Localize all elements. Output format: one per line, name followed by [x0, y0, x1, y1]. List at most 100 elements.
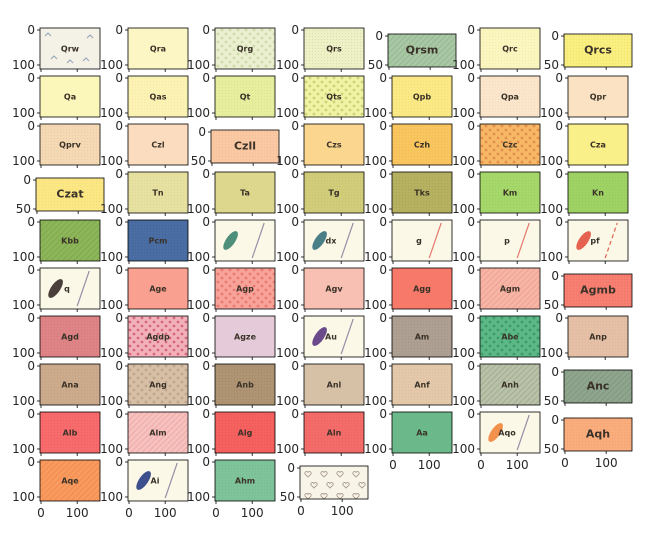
swatch-label: dx: [326, 237, 338, 246]
axes-frame: [567, 219, 629, 262]
swatch-label: Qrsm: [406, 44, 439, 57]
swatch-label: Tks: [414, 189, 430, 198]
y-tick-label: 0: [467, 71, 475, 85]
swatch-subplot: pf 0 100: [540, 215, 629, 264]
axes-frame: [127, 267, 189, 310]
x-tick-label: 0: [477, 458, 485, 472]
y-tick-label: 0: [202, 359, 210, 373]
swatch-subplot: Tn 0 100: [100, 167, 189, 216]
swatch-subplot: Czs 0 100: [276, 119, 365, 168]
y-tick-label: 100: [100, 298, 123, 312]
y-tick-label: 100: [100, 442, 123, 456]
swatch-label: Alb: [63, 429, 78, 438]
axes-frame: [214, 27, 276, 70]
swatch-line: [340, 222, 354, 259]
swatch-label: Agdp: [146, 333, 170, 342]
swatch-label: Aa: [416, 429, 428, 438]
y-tick-label: 100: [12, 394, 35, 408]
axes-frame: [303, 219, 365, 262]
axes-frame: [479, 411, 541, 454]
axes-frame: [127, 27, 189, 70]
y-tick-label: 0: [27, 71, 35, 85]
y-tick-label: 0: [202, 23, 210, 37]
axes-frame: [39, 219, 101, 262]
swatch-mark: [352, 471, 360, 478]
swatch-subplot: Cza 0 100: [540, 119, 629, 168]
axes-frame: [127, 459, 189, 502]
y-tick-label: 0: [555, 215, 563, 229]
y-tick-label: 100: [12, 58, 35, 72]
swatch-label: Aqe: [61, 477, 79, 486]
y-tick-label: 100: [276, 58, 299, 72]
x-tick-label: 100: [66, 506, 89, 520]
axes-frame: [567, 75, 629, 118]
swatch-label: Ahm: [235, 477, 255, 486]
y-tick-label: 100: [276, 394, 299, 408]
axes-frame: [391, 123, 453, 166]
swatch-label: Aln: [327, 429, 342, 438]
swatch-fill: [568, 76, 628, 117]
swatch-texture: [128, 172, 188, 213]
swatch-mark: [320, 471, 328, 478]
swatch-subplot: Agd 0 100: [12, 311, 101, 360]
swatch-texture: [392, 76, 452, 117]
swatch-subplot: Ang 0 100: [100, 359, 189, 408]
y-tick-label: 100: [540, 106, 563, 120]
y-tick-label: 0: [202, 71, 210, 85]
swatch-subplot: Qrs 0 100: [276, 23, 365, 72]
swatch-subplot: Qa 0 100: [12, 71, 101, 120]
y-tick-label: 0: [115, 263, 123, 277]
swatch-mark: [44, 32, 52, 37]
swatch-subplot: Alg 0 100: [187, 407, 276, 456]
y-tick-label: 100: [12, 250, 35, 264]
y-tick-label: 100: [540, 346, 563, 360]
swatch-fill: [304, 268, 364, 309]
y-tick-label: 100: [187, 442, 210, 456]
swatch-texture: [480, 316, 540, 357]
swatch-fill: [304, 124, 364, 165]
y-tick-label: 100: [100, 394, 123, 408]
swatch-subplot: Qas 0 100: [100, 71, 189, 120]
swatch-line: [164, 462, 178, 499]
y-tick-label: 100: [364, 442, 387, 456]
swatch-line: [340, 318, 354, 355]
swatch-label: Ai: [151, 477, 160, 486]
y-tick-label: 0: [115, 167, 123, 181]
y-tick-label: 100: [452, 154, 475, 168]
y-tick-label: 0: [115, 23, 123, 37]
axes-frame: [563, 417, 633, 452]
swatch-mark: [342, 482, 350, 489]
swatch-subplot: Am 0 100: [364, 311, 453, 360]
y-tick-label: 0: [23, 173, 31, 187]
swatch-fill: [128, 268, 188, 309]
axes-frame: [127, 363, 189, 406]
y-tick-label: 0: [467, 119, 475, 133]
swatch-label: Anb: [236, 381, 254, 390]
y-tick-label: 0: [115, 359, 123, 373]
swatch-fill: [128, 124, 188, 165]
swatch-label: Agm: [500, 285, 520, 294]
swatch-subplot: Pcm 0 100: [100, 215, 189, 264]
y-tick-label: 0: [115, 455, 123, 469]
axes-frame: [39, 267, 101, 310]
swatch-label: Kbb: [61, 237, 79, 246]
y-tick-label: 100: [276, 154, 299, 168]
swatch-subplot: Age 0 100: [100, 263, 189, 312]
y-tick-label: 0: [379, 215, 387, 229]
y-tick-label: 50: [191, 154, 206, 168]
swatch-texture: [304, 172, 364, 213]
swatch-fill: [304, 364, 364, 405]
axes-frame: [214, 171, 276, 214]
axes-frame: [39, 411, 101, 454]
swatch-subplot: p 0 100: [452, 215, 541, 264]
swatch-texture: [36, 178, 104, 211]
swatch-subplot: Qprv 0 100: [12, 119, 101, 168]
swatch-oval: [136, 471, 151, 490]
y-tick-label: 100: [364, 154, 387, 168]
axes-frame: [35, 177, 105, 212]
swatch-label: Am: [415, 333, 430, 342]
y-tick-label: 100: [276, 106, 299, 120]
swatch-oval: [488, 423, 503, 442]
y-tick-label: 0: [291, 71, 299, 85]
swatch-texture: [392, 316, 452, 357]
